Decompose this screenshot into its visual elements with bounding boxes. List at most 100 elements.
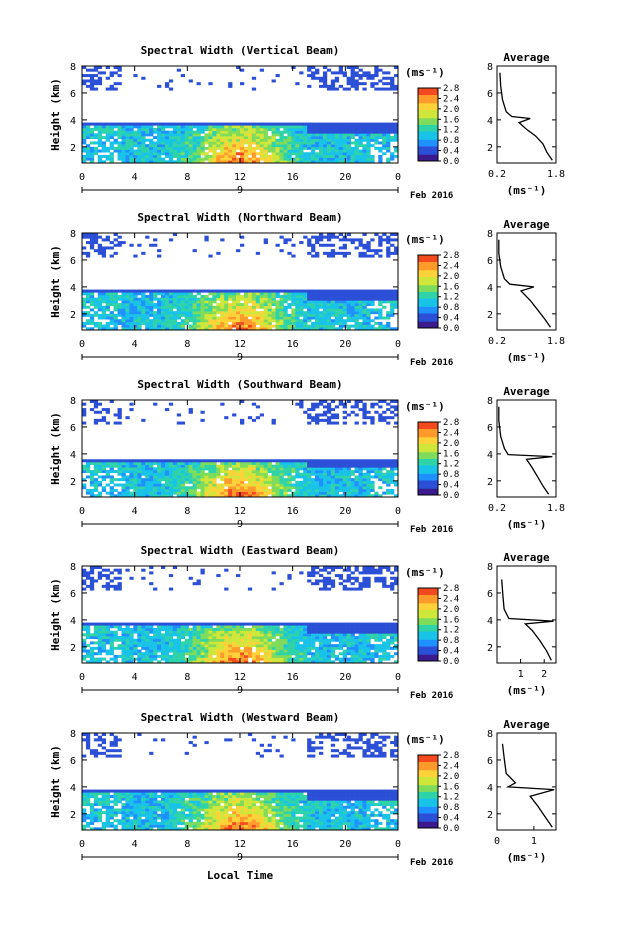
colorbar-tick-label: 0.4 (443, 814, 459, 824)
avg-y-tick-label: 6 (487, 756, 493, 767)
avg-y-tick-label: 2 (487, 310, 493, 321)
y-tick-label: 4 (70, 450, 76, 461)
x-tick-label: 12 (234, 506, 246, 517)
heatmap-cells (82, 566, 399, 664)
colorbar-tick-label: 2.4 (443, 428, 459, 438)
colorbar-tick-label: 2.0 (443, 272, 459, 282)
colorbar-tick-label: 0.0 (443, 491, 459, 501)
day-label: 9 (237, 519, 243, 530)
colorbar-tick-label: 2.8 (443, 251, 459, 261)
panel-0: Spectral Width (Vertical Beam) 2 4 6 8 Height… (49, 44, 565, 201)
average-title: Average (503, 51, 550, 64)
average-x-label: (ms⁻¹) (507, 518, 547, 531)
y-tick-label: 8 (70, 562, 76, 573)
colorbar: 2.82.42.01.61.20.80.40.0 (417, 584, 459, 667)
day-label: 9 (237, 685, 243, 696)
panel-3: Spectral Width (Eastward Beam) 2 4 6 8 Height… (49, 544, 557, 701)
colorbar: 2.82.42.01.61.20.80.40.0 (417, 418, 459, 501)
x-tick-label: 20 (339, 672, 351, 683)
avg-y-tick-label: 8 (487, 229, 493, 240)
day-label: 9 (237, 352, 243, 363)
colorbar-tick-label: 1.2 (443, 126, 459, 136)
x-tick-label: 4 (132, 672, 138, 683)
x-tick-label: 4 (132, 839, 138, 850)
avg-y-tick-label: 2 (487, 643, 493, 654)
panel-2: Spectral Width (Southward Beam) 2 4 6 8 Heigh… (49, 378, 565, 535)
y-axis-label: Height (km) (49, 245, 62, 318)
colorbar-tick-label: 1.6 (443, 115, 459, 125)
x-tick-label: 20 (339, 839, 351, 850)
x-tick-label: 20 (339, 339, 351, 350)
colorbar-tick-label: 2.4 (443, 761, 459, 771)
colorbar-tick-label: 2.0 (443, 772, 459, 782)
colorbar-tick-label: 1.6 (443, 449, 459, 459)
y-axis-label: Height (km) (49, 78, 62, 151)
heatmap-cells (82, 66, 399, 164)
y-axis-label: Height (km) (49, 578, 62, 651)
day-label: 9 (237, 852, 243, 863)
x-tick-label: 4 (132, 339, 138, 350)
month-label: Feb 2016 (410, 358, 453, 368)
colorbar: 2.82.42.01.61.20.80.40.0 (417, 751, 459, 834)
colorbar-unit-label: (ms⁻¹) (405, 566, 445, 579)
average-profile-line (499, 72, 553, 161)
avg-y-tick-label: 4 (487, 616, 493, 627)
x-tick-label: 8 (184, 339, 190, 350)
colorbar-tick-label: 0.8 (443, 470, 459, 480)
colorbar-tick-label: 0.0 (443, 824, 459, 834)
colorbar-tick-label: 1.2 (443, 626, 459, 636)
panel-4: Spectral Width (Westward Beam) 2 4 6 8 Height… (49, 711, 557, 868)
average-x-label: (ms⁻¹) (507, 351, 547, 364)
avg-x-tick-label: 0.2 (488, 169, 506, 180)
colorbar-unit-label: (ms⁻¹) (405, 733, 445, 746)
panel-title: Spectral Width (Eastward Beam) (141, 544, 340, 557)
avg-y-tick-label: 6 (487, 89, 493, 100)
average-frame (496, 565, 557, 664)
colorbar-tick-label: 0.4 (443, 314, 459, 324)
avg-y-tick-label: 4 (487, 116, 493, 127)
y-tick-label: 4 (70, 116, 76, 127)
colorbar-tick-label: 2.0 (443, 439, 459, 449)
colorbar-tick-label: 2.8 (443, 751, 459, 761)
average-x-label: (ms⁻¹) (507, 851, 547, 864)
average-profile-line (501, 579, 554, 661)
x-tick-label: 4 (132, 172, 138, 183)
y-tick-label: 2 (70, 810, 76, 821)
avg-y-tick-label: 8 (487, 62, 493, 73)
colorbar-tick-label: 2.4 (443, 594, 459, 604)
y-tick-label: 6 (70, 89, 76, 100)
y-tick-label: 4 (70, 616, 76, 627)
y-axis-label: Height (km) (49, 745, 62, 818)
colorbar-tick-label: 0.8 (443, 803, 459, 813)
month-label: Feb 2016 (410, 525, 453, 535)
colorbar-tick-label: 1.6 (443, 782, 459, 792)
colorbar-tick-label: 2.0 (443, 605, 459, 615)
heatmap-cells (82, 400, 399, 498)
panel-title: Spectral Width (Vertical Beam) (141, 44, 340, 57)
average-title: Average (503, 385, 550, 398)
x-tick-label: 16 (287, 506, 299, 517)
avg-y-tick-label: 4 (487, 783, 493, 794)
panel-title: Spectral Width (Westward Beam) (141, 711, 340, 724)
y-tick-label: 6 (70, 423, 76, 434)
avg-x-tick-label: 0 (494, 836, 500, 847)
x-tick-label: 0 (395, 839, 401, 850)
colorbar-tick-label: 1.2 (443, 793, 459, 803)
avg-x-tick-label: 1.8 (547, 503, 565, 514)
y-tick-label: 6 (70, 256, 76, 267)
month-label: Feb 2016 (410, 191, 453, 201)
y-tick-label: 4 (70, 783, 76, 794)
avg-y-tick-label: 6 (487, 423, 493, 434)
avg-y-tick-label: 8 (487, 729, 493, 740)
avg-y-tick-label: 8 (487, 562, 493, 573)
x-tick-label: 12 (234, 172, 246, 183)
colorbar-tick-label: 2.4 (443, 261, 459, 271)
avg-x-tick-label: 1 (518, 669, 524, 680)
avg-x-tick-label: 1.8 (547, 336, 565, 347)
x-tick-label: 8 (184, 839, 190, 850)
colorbar-tick-label: 0.4 (443, 147, 459, 157)
colorbar-tick-label: 0.8 (443, 136, 459, 146)
x-tick-label: 16 (287, 839, 299, 850)
heatmap-cells (82, 733, 399, 831)
y-tick-label: 2 (70, 643, 76, 654)
